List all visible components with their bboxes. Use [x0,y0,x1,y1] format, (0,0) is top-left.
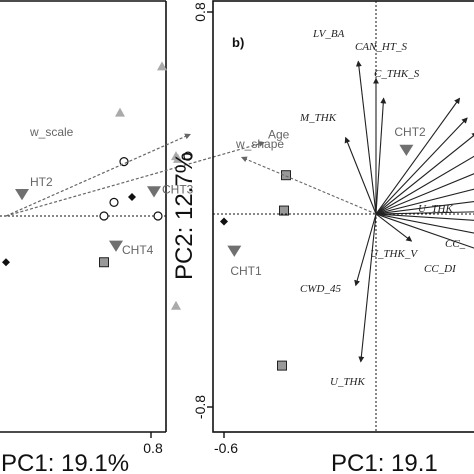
panel-b-label: b) [232,35,244,50]
panel-a-group-centroid [147,186,161,198]
panel-a-vector-label: w_scale [29,125,74,139]
panel-b-group-centroid [227,245,242,257]
panel-a-vectors: w_scale Age [5,125,290,217]
panel-b-vector-label: U_THK_V [370,248,418,260]
panel-a-triangle-point [157,61,167,71]
panel-a-group-label: CHT4 [122,243,154,257]
panel-a-diamond-point [128,192,136,201]
panel-b-group-label: CHT2 [394,125,426,139]
panel-b-vector-label: CC_ [445,238,466,250]
panel-a-square-point [99,257,109,268]
panel-b-frame [212,0,474,433]
panel-a-group-centroid [109,240,123,252]
panel-a-group-label: CHT3 [162,183,194,197]
panel-a-diamond-point [220,217,228,226]
panel-a-diamond-point [2,258,10,267]
panel-b-vector-u-thk-v [375,213,413,242]
panel-b-group-label: CHT1 [230,264,262,278]
panel-b-y-tick-label-top: 0.8 [192,2,208,22]
panel-b-vector [375,188,474,215]
panel-a-points [2,61,291,371]
panel-b-vector [375,132,474,215]
panel-a-triangle-point [173,153,183,163]
panel-b-vector-label: CC_DI [424,263,457,275]
panel-a-square-point [281,170,291,181]
panel-b-vector-label: C_THK_S [374,68,420,80]
panel-a-square-point [279,205,289,216]
panel-a-circle-point [99,211,109,221]
panel-b-vector [375,117,468,215]
panel-a-x-axis-label: PC1: 19.1% [1,450,129,474]
panel-a-vector-w-scale [5,133,191,217]
panel-b-vector [375,173,474,215]
panel-b-vector-cwd-45 [354,213,377,287]
panel-b-vector-label: M_THK [299,112,337,124]
panel-a-circle-point [153,211,163,221]
panel-b-vector-u-thk [358,213,377,363]
panel-a-square-point [277,360,287,371]
panel-a-circle-point [183,151,193,161]
panel-b-vector [375,201,474,215]
panel-b-vector [375,155,474,215]
panel-b-vector-label: w_shape [235,137,284,151]
panel-a-group-centroid [15,188,29,201]
panel-b-y-tick-label-bottom: -0.8 [192,395,208,419]
panel-a-circle-point [109,197,119,207]
panel-b-vector-lv-ba [355,60,377,215]
panel-b-vector-label: U_THK [418,203,454,215]
panel-b-vector [375,213,474,221]
panel-b-vector-m-thk [344,136,377,215]
panel-b-vector-w-shape [240,156,377,215]
panel-a-group-centroids: HT2 CHT3 CHT4 [15,175,194,257]
panel-b-vector-c-thk-s [375,97,387,215]
panel-b-vector-cc- [375,213,474,234]
panel-b-x-tick-label: -0.6 [214,440,238,456]
panel-b-x-axis-label: PC1: 19.1 [331,450,438,474]
panel-a-triangle-point [171,300,181,310]
panel-a: 0.8 PC1: 19.1% w_scale Age HT2 CHT3 CHT4 [0,0,291,474]
panel-b-vectors: LV_BA CAN_HT_S C_THK_S M_THK w_shape U_THK CC_… [235,28,474,388]
panel-b-group-centroids: CHT2 CHT1 [227,125,426,278]
panel-b-vector-label: CAN_HT_S [355,41,407,53]
panel-b-group-centroid [399,144,414,156]
panel-a-x-tick-label: 0.8 [143,440,163,456]
panel-a-group-label: HT2 [30,175,53,189]
panel-a-vector-label: Age [268,128,290,142]
panel-b-vector-label: CWD_45 [300,283,341,295]
panel-a-circle-point [119,157,129,167]
panel-b-y-axis-label: PC2: 12.7% [171,152,198,280]
panel-b: 0.8 -0.8 -0.6 PC2: 12.7% PC1: 19.1 b) LV… [171,0,474,474]
panel-b-vector-cc-di [375,213,474,249]
panel-a-triangle-point [115,107,125,117]
panel-b-vector-label: LV_BA [312,28,345,40]
panel-b-vector [375,97,461,215]
panel-b-vector-label: U_THK [330,376,366,388]
panel-b-vector-u-thk [375,211,474,215]
